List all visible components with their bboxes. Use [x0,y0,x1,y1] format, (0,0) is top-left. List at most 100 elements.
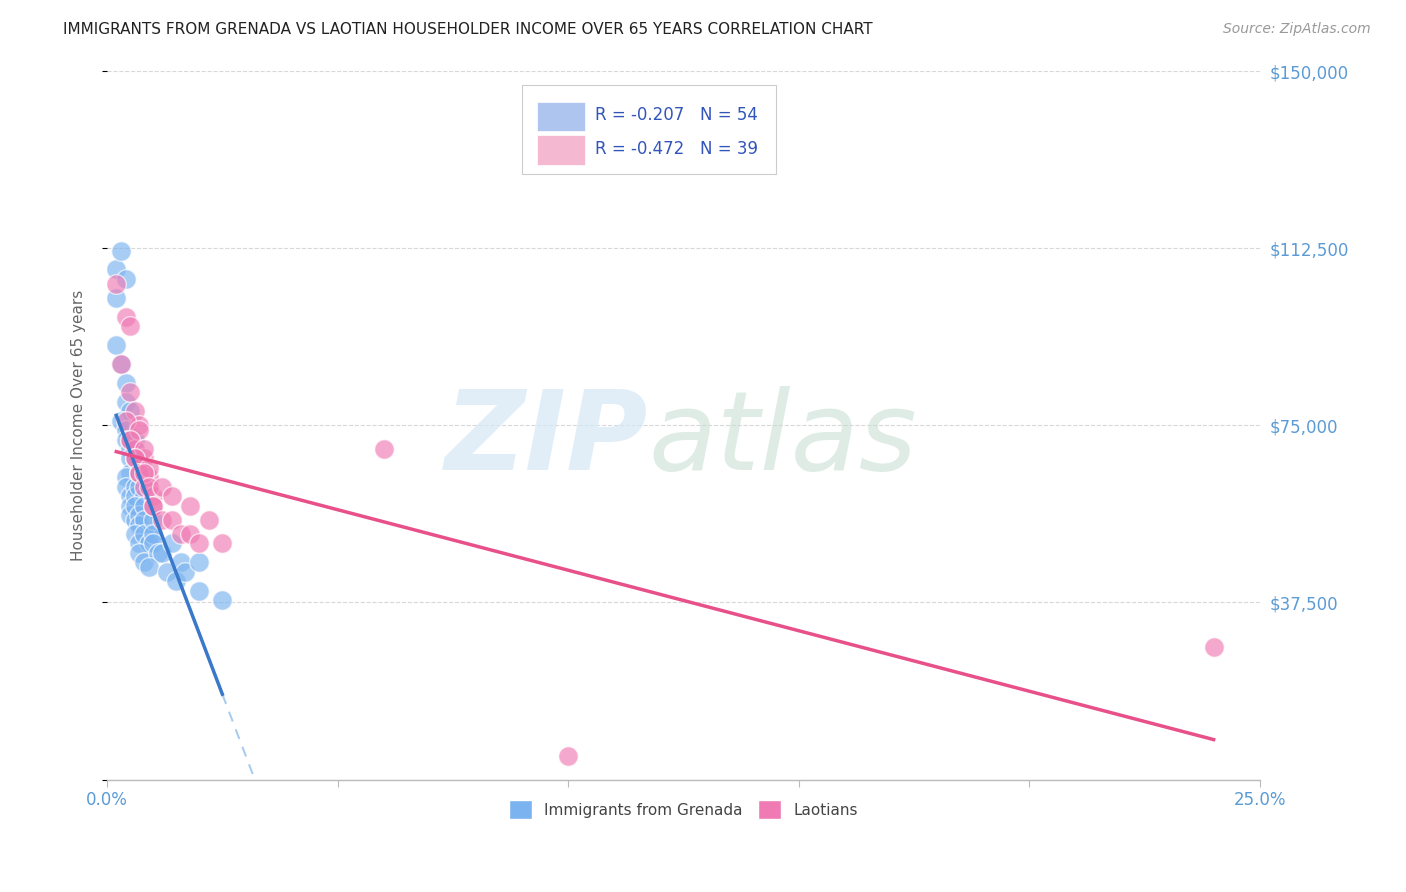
Point [132,489,155,503]
Text: R = -0.472   N = 39: R = -0.472 N = 39 [595,140,758,158]
Text: Source: ZipAtlas.com: Source: ZipAtlas.com [1223,22,1371,37]
Point [120,433,142,447]
Point [128,546,150,560]
Point [128,466,150,480]
Point [132,527,155,541]
Point [110,357,132,371]
Point [124,513,146,527]
Point [128,466,150,480]
Point [152,513,174,527]
Point [124,489,146,503]
Point [120,451,142,466]
Point [114,423,136,437]
Point [120,466,142,480]
Point [124,480,146,494]
Text: atlas: atlas [648,386,918,493]
Point [128,418,150,433]
Point [120,404,142,418]
Point [197,513,219,527]
Point [105,262,128,277]
Point [138,560,160,574]
FancyBboxPatch shape [537,135,585,165]
Point [114,414,136,428]
Point [160,513,183,527]
Point [142,489,165,503]
Point [160,536,183,550]
Point [124,451,146,466]
Point [124,527,146,541]
Point [138,470,160,484]
Legend: Immigrants from Grenada, Laotians: Immigrants from Grenada, Laotians [503,794,863,825]
Point [557,749,579,764]
Point [128,480,150,494]
Y-axis label: Householder Income Over 65 years: Householder Income Over 65 years [72,290,86,561]
Point [110,414,132,428]
Point [124,451,146,466]
Point [124,433,146,447]
Point [132,466,155,480]
Point [156,565,179,579]
Point [120,489,142,503]
Point [128,423,150,437]
Point [110,244,132,258]
Point [152,480,174,494]
Point [132,451,155,466]
Point [124,451,146,466]
Point [373,442,395,456]
Point [188,536,211,550]
Point [120,385,142,400]
Text: R = -0.207   N = 54: R = -0.207 N = 54 [595,106,758,124]
Point [188,583,211,598]
Point [211,593,233,607]
Point [105,277,128,291]
Point [132,499,155,513]
Point [114,272,136,286]
Point [165,574,187,589]
Point [188,555,211,569]
Point [138,536,160,550]
Point [152,546,174,560]
Point [120,499,142,513]
Point [160,489,183,503]
FancyBboxPatch shape [522,86,776,174]
Point [105,291,128,305]
Point [170,555,193,569]
Point [124,404,146,418]
Point [120,319,142,334]
Point [170,527,193,541]
Point [114,433,136,447]
Point [138,527,160,541]
Point [114,376,136,390]
Point [138,480,160,494]
Point [120,442,142,456]
Point [138,460,160,475]
Point [132,513,155,527]
Point [132,442,155,456]
Point [179,499,201,513]
Point [128,517,150,532]
Point [114,394,136,409]
Point [174,565,197,579]
Point [105,338,128,352]
Point [179,527,201,541]
Point [132,555,155,569]
Point [142,499,165,513]
Point [142,536,165,550]
Point [124,442,146,456]
Point [1202,640,1225,655]
Point [211,536,233,550]
Point [128,466,150,480]
Point [142,527,165,541]
Point [114,470,136,484]
Text: IMMIGRANTS FROM GRENADA VS LAOTIAN HOUSEHOLDER INCOME OVER 65 YEARS CORRELATION : IMMIGRANTS FROM GRENADA VS LAOTIAN HOUSE… [63,22,873,37]
Point [146,546,169,560]
Point [110,357,132,371]
Point [120,508,142,522]
Point [124,499,146,513]
Point [114,480,136,494]
FancyBboxPatch shape [537,102,585,131]
Point [128,536,150,550]
Point [120,433,142,447]
Point [114,310,136,324]
Point [142,513,165,527]
